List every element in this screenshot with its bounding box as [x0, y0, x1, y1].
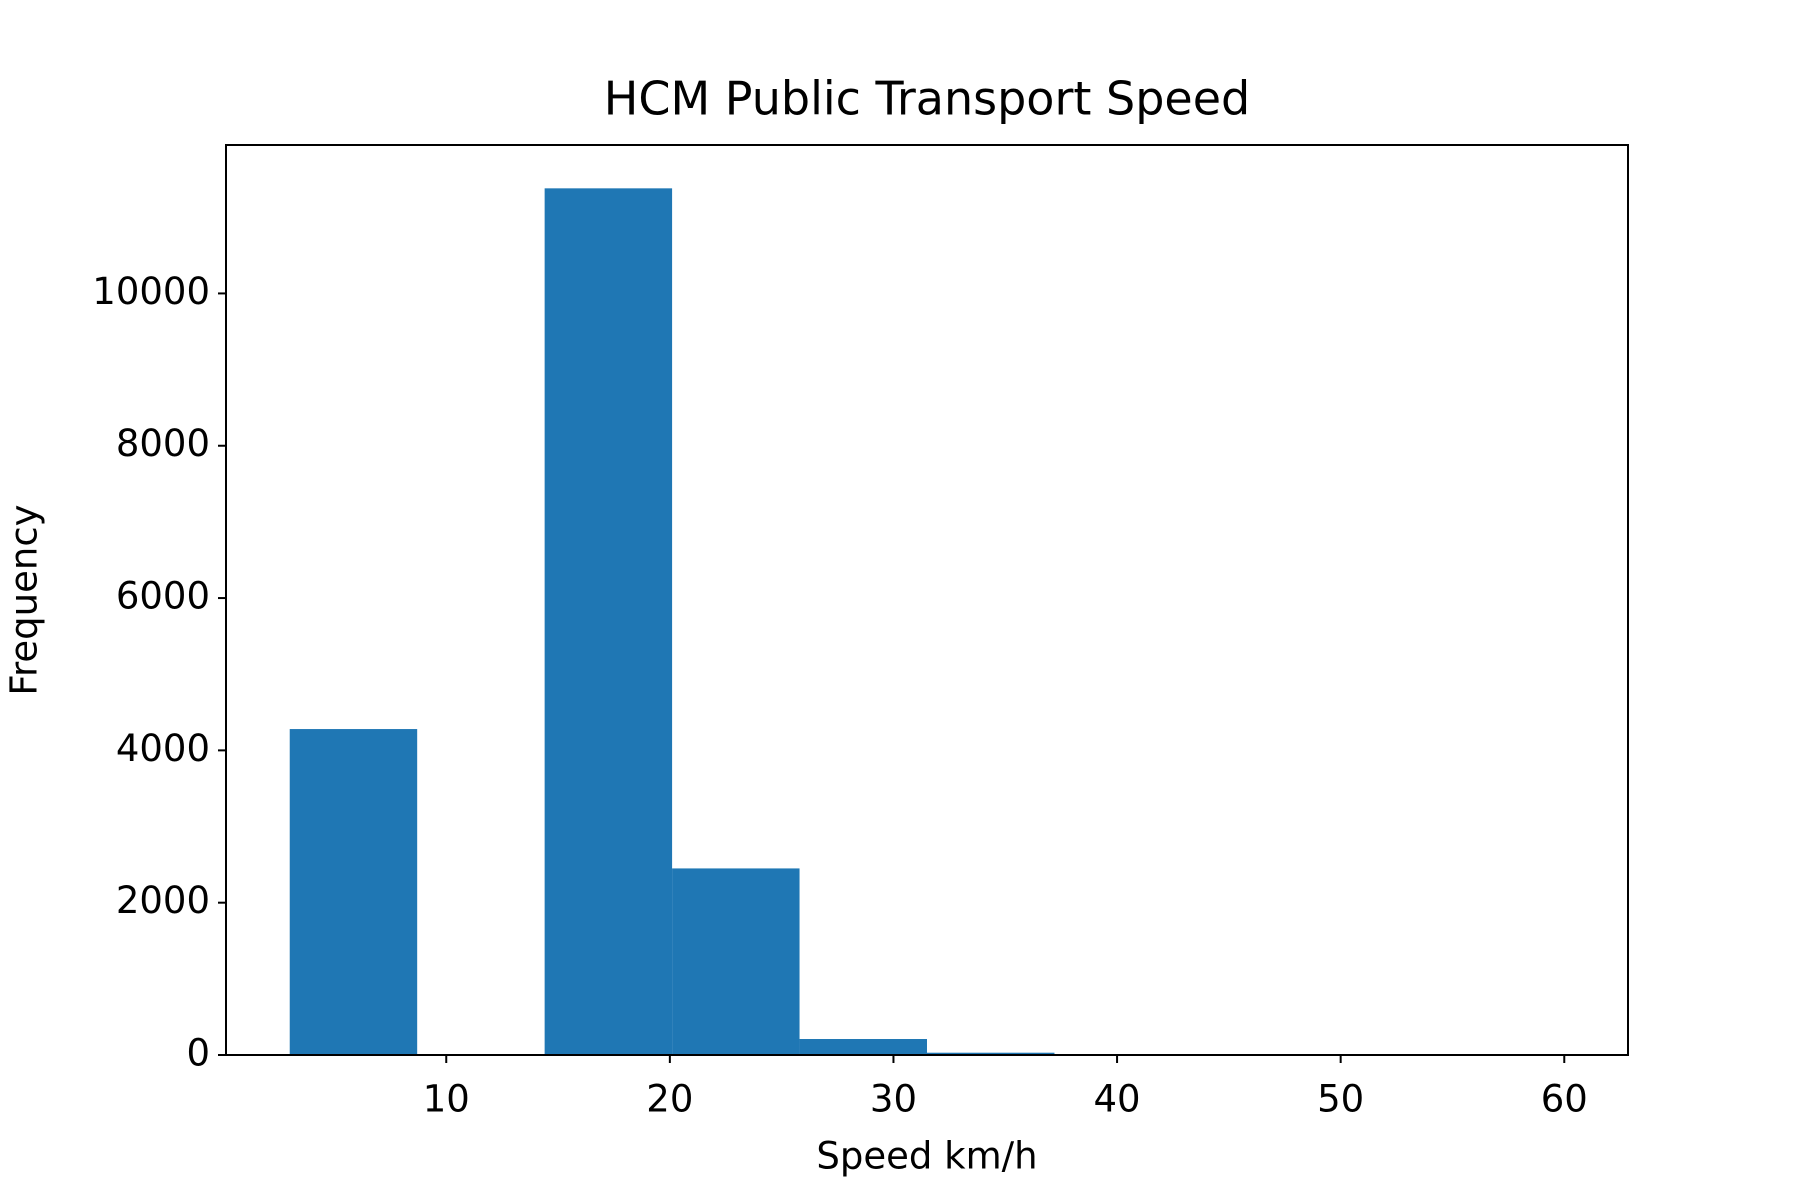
- y-tick-label: 2000: [116, 879, 210, 922]
- bar: [672, 868, 800, 1055]
- chart-title: HCM Public Transport Speed: [604, 72, 1250, 126]
- bar: [544, 188, 673, 1056]
- bar: [799, 1039, 927, 1055]
- x-tick-label: 50: [1317, 1078, 1364, 1121]
- y-tick-label: 0: [186, 1032, 210, 1075]
- x-tick-label: 30: [870, 1078, 917, 1121]
- y-tick-label: 10000: [92, 270, 210, 313]
- plot-frame: [225, 144, 1629, 1056]
- bar: [289, 729, 418, 1055]
- y-tick-label: 6000: [116, 575, 210, 618]
- y-tick-label: 4000: [116, 727, 210, 770]
- x-tick-label: 20: [646, 1078, 693, 1121]
- x-tick-label: 60: [1541, 1078, 1588, 1121]
- x-tick-label: 40: [1094, 1078, 1141, 1121]
- x-axis-label: Speed km/h: [816, 1135, 1037, 1178]
- y-tick-label: 8000: [116, 422, 210, 465]
- y-axis-label: Frequency: [3, 504, 46, 695]
- x-tick-label: 10: [423, 1078, 470, 1121]
- bar: [927, 1052, 1055, 1055]
